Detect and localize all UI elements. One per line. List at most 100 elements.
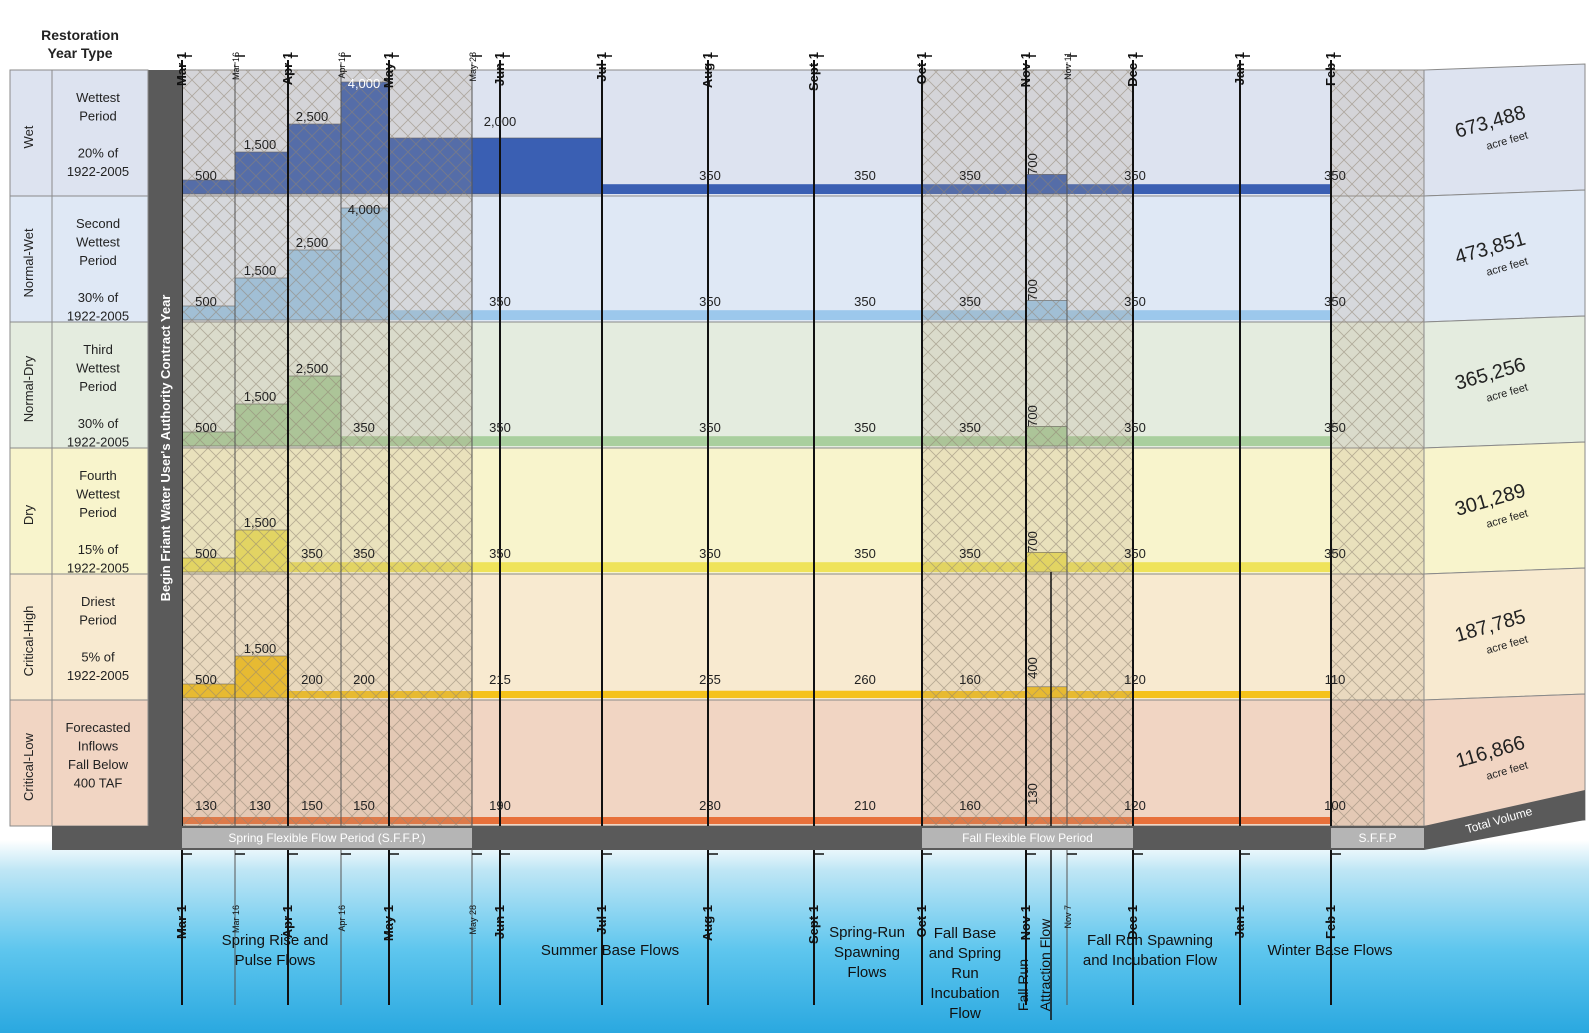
hatched-period (182, 70, 472, 826)
flow-value-label: 350 (1124, 546, 1146, 561)
flow-bar (1067, 436, 1331, 446)
phase-label: Pulse Flows (235, 952, 316, 969)
flow-value-label: 130 (195, 798, 217, 813)
phase-label: Spawning (834, 944, 900, 961)
contract-year-bar (148, 70, 182, 838)
flow-value-label: 160 (959, 798, 981, 813)
date-label: Jul 1 (594, 52, 609, 82)
flow-value-label: 700 (1025, 531, 1040, 553)
flow-value-label: 350 (699, 294, 721, 309)
date-label: Nov 1 (1018, 905, 1033, 940)
flow-value-label: 500 (195, 294, 217, 309)
year-desc-cell (51, 699, 149, 827)
flexible-period-box (922, 828, 1133, 848)
date-label: May 28 (468, 52, 478, 82)
year-desc-line: 400 TAF (74, 776, 123, 791)
year-type-label: Normal-Wet (21, 228, 36, 297)
flow-value-label: 260 (854, 672, 876, 687)
volume-cell (1423, 441, 1586, 575)
date-label: Mar 16 (231, 52, 241, 80)
date-label: Dec 1 (1125, 905, 1140, 940)
date-label: Mar 1 (174, 52, 189, 86)
flow-bar (389, 817, 602, 824)
volume-cell (1423, 63, 1586, 197)
flow-bar (1240, 817, 1331, 824)
flow-bar (602, 817, 708, 824)
phase-label: Attraction Flow (1037, 918, 1053, 1011)
flow-value-label: 500 (195, 420, 217, 435)
year-desc-line: Period (79, 613, 117, 628)
year-desc-line: 1922-2005 (67, 164, 129, 179)
flow-bar (1067, 184, 1331, 194)
flow-value-label: 350 (1324, 420, 1346, 435)
flow-value-label: 400 (1025, 657, 1040, 679)
year-type-label: Wet (21, 125, 36, 148)
flow-value-label: 1,500 (244, 641, 277, 656)
year-desc-cell (51, 573, 149, 701)
flow-value-label: 130 (1025, 783, 1040, 805)
flow-value-label: 350 (1324, 294, 1346, 309)
date-label: Feb 1 (1323, 905, 1338, 939)
flow-bar (1240, 691, 1331, 698)
year-desc-line: 1922-2005 (67, 668, 129, 683)
date-label: Sept 1 (806, 52, 821, 91)
year-desc-cell (51, 195, 149, 323)
year-desc-line: Period (79, 109, 117, 124)
flow-value-label: 350 (1324, 546, 1346, 561)
year-desc-line: Period (79, 379, 117, 394)
flow-value-label: 210 (854, 798, 876, 813)
year-desc-line: 20% of (78, 146, 119, 161)
flow-value-label: 350 (699, 420, 721, 435)
date-label: Apr 16 (337, 52, 347, 79)
date-label: Apr 16 (337, 905, 347, 932)
flow-bar (389, 691, 602, 698)
date-label: Nov 1 (1018, 52, 1033, 87)
flow-value-label: 160 (959, 672, 981, 687)
flow-value-label: 2,500 (296, 361, 329, 376)
year-type-cell (9, 573, 53, 701)
date-label: Apr 1 (280, 52, 295, 85)
flow-value-label: 350 (854, 420, 876, 435)
flow-value-label: 1,500 (244, 515, 277, 530)
year-type-label: Critical-Low (21, 732, 36, 801)
year-desc-line: Inflows (78, 739, 119, 754)
date-label: Aug 1 (700, 52, 715, 88)
flow-value-label: 2,500 (296, 109, 329, 124)
flow-value-label: 350 (489, 546, 511, 561)
flow-bar (1067, 310, 1331, 320)
flexible-period-label: S.F.F.P (1358, 831, 1396, 845)
date-label: Mar 1 (174, 905, 189, 939)
flow-value-label: 350 (959, 294, 981, 309)
flow-value-label: 700 (1025, 279, 1040, 301)
flow-value-label: 120 (1124, 798, 1146, 813)
phase-label: Flow (949, 1005, 981, 1022)
hatched-period (1331, 70, 1424, 826)
phase-label: and Spring (929, 945, 1002, 962)
year-type-cell (9, 195, 53, 323)
date-label: Aug 1 (700, 905, 715, 941)
flow-value-label: 130 (249, 798, 271, 813)
flow-value-label: 215 (489, 672, 511, 687)
flexible-period-label: Spring Flexible Flow Period (S.F.F.P.) (228, 831, 425, 845)
year-desc-line: Fall Below (68, 757, 129, 772)
date-label: May 1 (381, 52, 396, 88)
flow-value-label: 500 (195, 546, 217, 561)
date-label: Oct 1 (914, 52, 929, 85)
flow-value-label: 2,500 (296, 235, 329, 250)
phase-label: Flows (847, 964, 886, 981)
flow-value-label: 190 (489, 798, 511, 813)
flow-value-label: 500 (195, 672, 217, 687)
year-desc-cell (51, 321, 149, 449)
flow-value-label: 350 (1324, 168, 1346, 183)
year-desc-line: Fourth (79, 468, 117, 483)
flow-value-label: 4,000 (348, 202, 381, 217)
hatched-period (922, 70, 1133, 826)
date-label: Oct 1 (914, 905, 929, 938)
date-label: May 1 (381, 905, 396, 941)
flow-value-label: 255 (699, 672, 721, 687)
year-desc-line: 1922-2005 (67, 309, 129, 324)
flow-value-label: 150 (353, 798, 375, 813)
flow-bar (288, 562, 1026, 572)
date-label: Jan 1 (1232, 905, 1247, 938)
date-label: Mar 16 (231, 905, 241, 933)
